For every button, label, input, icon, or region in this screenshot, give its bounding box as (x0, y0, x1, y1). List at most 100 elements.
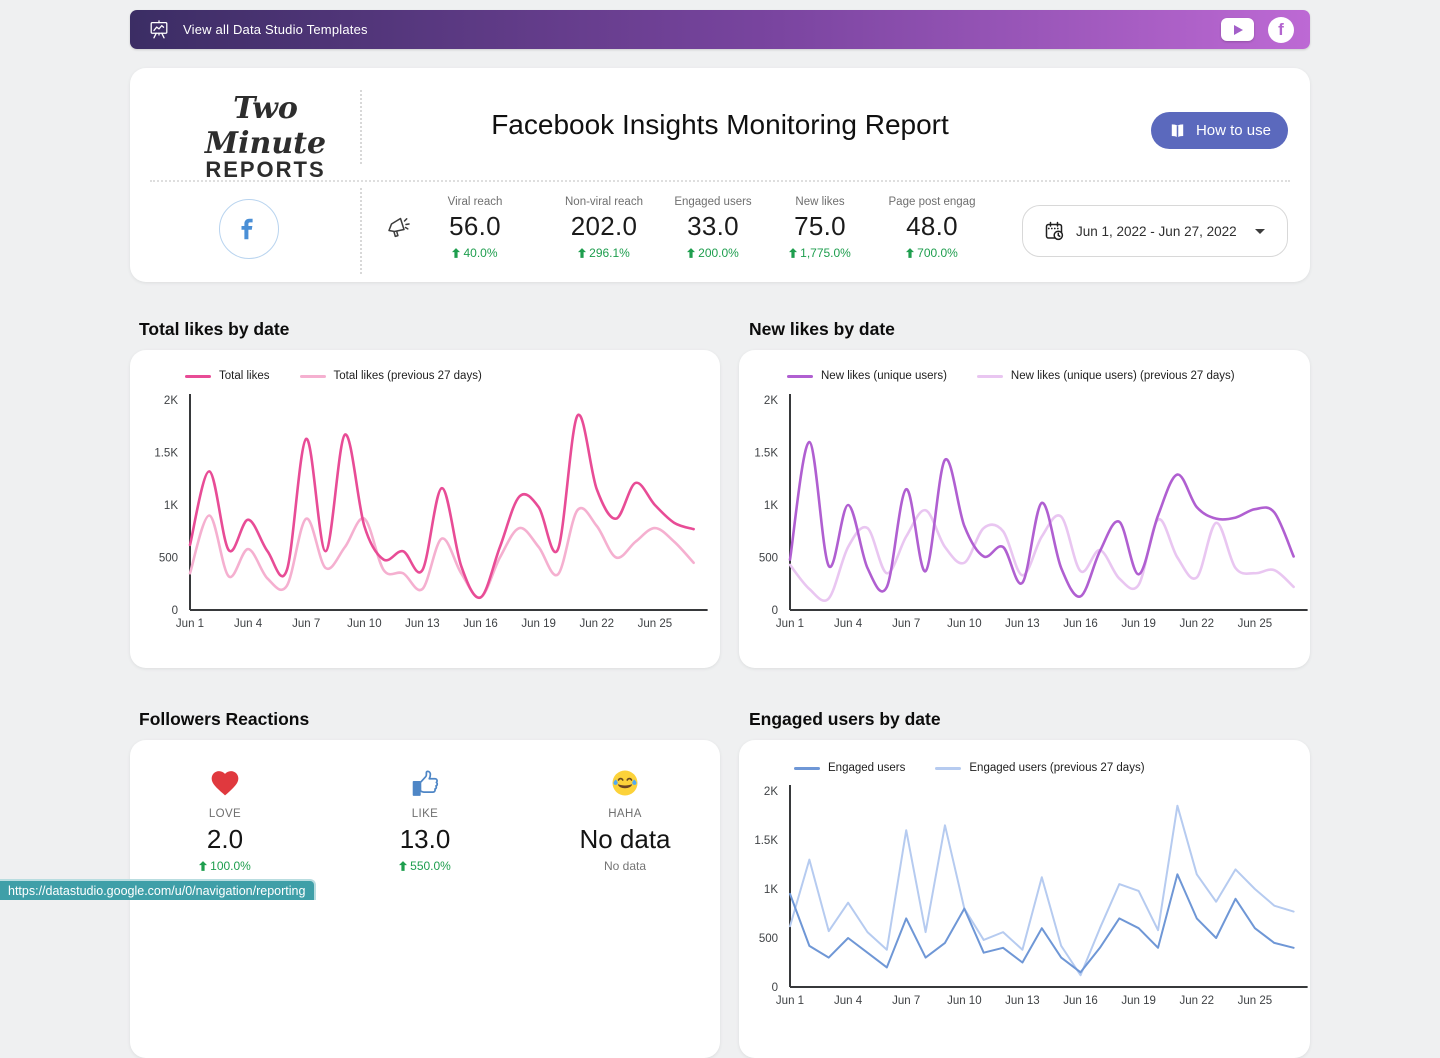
status-url: https://datastudio.google.com/u/0/naviga… (8, 883, 306, 898)
reaction-value: No data (579, 824, 671, 854)
up-arrow-icon (452, 248, 461, 258)
kpi-value: 48.0 (906, 211, 958, 241)
date-range-value: Jun 1, 2022 - Jun 27, 2022 (1076, 223, 1237, 239)
up-arrow-icon (578, 248, 587, 258)
kpi-delta: 40.0% (463, 246, 498, 260)
svg-text:Jun 22: Jun 22 (580, 618, 615, 630)
total-likes-chart-card: Total likes Total likes (previous 27 day… (130, 350, 720, 668)
book-icon (1168, 122, 1187, 140)
banner-label: View all Data Studio Templates (183, 22, 368, 37)
up-arrow-icon (687, 248, 696, 258)
divider (150, 180, 1290, 182)
thumbs-up-icon (330, 768, 520, 802)
svg-text:Jun 7: Jun 7 (892, 618, 920, 630)
reaction-value: 2.0 (206, 824, 244, 854)
svg-text:Jun 10: Jun 10 (947, 618, 982, 630)
legend-label: New likes (unique users) (821, 370, 947, 382)
legend-swatch (299, 374, 326, 378)
divider (360, 188, 362, 274)
svg-text:Jun 16: Jun 16 (463, 618, 498, 630)
kpi-label: Engaged users (674, 196, 752, 208)
kpi-delta: 200.0% (698, 246, 739, 260)
svg-text:500: 500 (159, 553, 178, 565)
reaction-label: LIKE (411, 808, 439, 820)
svg-text:1K: 1K (764, 500, 778, 512)
svg-text:Jun 22: Jun 22 (1180, 995, 1215, 1007)
facebook-badge-icon[interactable]: f (1268, 16, 1294, 43)
how-to-use-label: How to use (1195, 122, 1271, 139)
svg-text:Jun 1: Jun 1 (176, 618, 204, 630)
chevron-down-icon (1255, 228, 1265, 234)
kpi-label: Non-viral reach (565, 196, 643, 208)
divider (360, 90, 362, 164)
svg-text:Jun 19: Jun 19 (1121, 995, 1156, 1007)
section-title-new-likes: New likes by date (749, 319, 895, 339)
legend-label: New likes (unique users) (previous 27 da… (1010, 370, 1235, 382)
templates-banner-link[interactable]: View all Data Studio Templates f (130, 10, 1310, 49)
svg-text:1.5K: 1.5K (154, 448, 178, 460)
laughing-emoji (530, 768, 720, 802)
kpi-value: 202.0 (570, 211, 638, 241)
svg-text:Jun 13: Jun 13 (405, 618, 440, 630)
youtube-icon[interactable] (1221, 18, 1254, 41)
presentation-chart-icon (148, 19, 170, 41)
how-to-use-button[interactable]: How to use (1150, 112, 1288, 149)
chart-legend: New likes (unique users) New likes (uniq… (787, 370, 1235, 382)
reaction-label: LOVE (208, 808, 242, 820)
svg-text:500: 500 (759, 933, 778, 945)
logo-caps-text: REPORTS (205, 157, 326, 182)
reaction-love: LOVE 2.0 100.0% (130, 768, 320, 873)
kpi-page-post-engagement: Page post engag 48.0 700.0% (867, 196, 997, 260)
legend-swatch (185, 374, 211, 378)
svg-text:Jun 4: Jun 4 (234, 618, 263, 630)
calendar-clock-icon (1043, 220, 1066, 243)
kpi-delta: 1,775.0% (800, 246, 851, 260)
legend-label: Total likes (219, 370, 270, 382)
svg-text:Jun 19: Jun 19 (521, 618, 556, 630)
kpi-label: Viral reach (447, 196, 503, 208)
legend-label: Engaged users (previous 27 days) (969, 762, 1145, 774)
section-title-total-likes: Total likes by date (139, 319, 290, 339)
logo-script-text: Two Minute (204, 91, 327, 161)
megaphone-icon (384, 214, 412, 247)
svg-text:1.5K: 1.5K (754, 448, 778, 460)
svg-text:Jun 13: Jun 13 (1005, 618, 1040, 630)
engaged-users-chart-card: Engaged users Engaged users (previous 27… (739, 740, 1310, 1058)
heart-emoji (130, 768, 320, 802)
kpi-engaged-users: Engaged users 33.0 200.0% (648, 196, 778, 260)
legend-label: Total likes (previous 27 days) (333, 370, 482, 382)
svg-text:0: 0 (172, 605, 178, 617)
report-header-card: Two Minute REPORTS Facebook Insights Mon… (130, 68, 1310, 282)
kpi-value: 33.0 (687, 211, 739, 241)
svg-text:Jun 4: Jun 4 (834, 995, 863, 1007)
svg-text:Jun 19: Jun 19 (1121, 618, 1156, 630)
svg-text:Jun 22: Jun 22 (1180, 618, 1215, 630)
kpi-value: 56.0 (449, 211, 501, 241)
kpi-delta: 700.0% (917, 246, 958, 260)
reaction-delta: No data (603, 859, 647, 873)
play-icon (1234, 24, 1243, 35)
svg-text:Jun 16: Jun 16 (1063, 618, 1098, 630)
svg-text:1K: 1K (764, 884, 778, 896)
date-range-picker[interactable]: Jun 1, 2022 - Jun 27, 2022 (1022, 205, 1288, 257)
svg-text:2K: 2K (764, 786, 778, 798)
new-likes-chart-card: New likes (unique users) New likes (uniq… (739, 350, 1310, 668)
legend-swatch (794, 766, 820, 770)
svg-text:2K: 2K (764, 395, 778, 407)
reaction-like: LIKE 13.0 550.0% (330, 768, 520, 873)
svg-text:Jun 13: Jun 13 (1005, 995, 1040, 1007)
legend-swatch (787, 374, 813, 378)
svg-text:0: 0 (772, 982, 778, 994)
svg-text:Jun 1: Jun 1 (776, 995, 804, 1007)
up-arrow-icon (399, 861, 408, 871)
svg-text:Jun 10: Jun 10 (347, 618, 382, 630)
section-title-followers-reactions: Followers Reactions (139, 709, 310, 729)
kpi-value: 75.0 (794, 211, 846, 241)
kpi-label: Page post engag (888, 196, 976, 208)
facebook-circle-icon (219, 199, 279, 259)
svg-text:Jun 25: Jun 25 (1238, 618, 1273, 630)
kpi-label: New likes (795, 196, 845, 208)
svg-text:Jun 7: Jun 7 (292, 618, 320, 630)
